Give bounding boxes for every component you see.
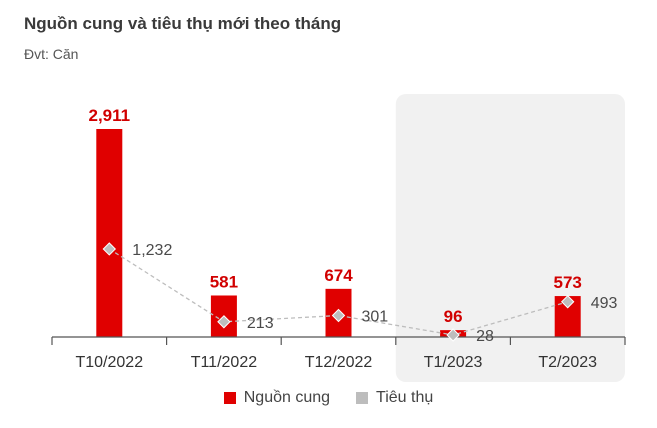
data-label-supply-2: 581 xyxy=(210,272,238,291)
legend: Nguồn cung Tiêu thụ xyxy=(0,389,657,407)
data-label-consumption-1: 1,232 xyxy=(132,242,172,259)
unit-label: Đvt: Căn xyxy=(24,46,79,62)
data-label-supply-4: 96 xyxy=(444,307,463,326)
x-tick-label-3: T12/2022 xyxy=(305,354,373,371)
x-tick-label-5: T2/2023 xyxy=(538,354,597,371)
data-label-supply-1: 2,911 xyxy=(88,106,130,125)
legend-item-supply: Nguồn cung xyxy=(223,389,331,407)
legend-label-consumption: Tiêu thụ xyxy=(376,389,434,406)
data-label-consumption-5: 493 xyxy=(591,295,618,312)
data-label-supply-5: 573 xyxy=(554,273,582,292)
bar-supply-1 xyxy=(96,129,123,337)
x-tick-label-4: T1/2023 xyxy=(424,354,483,371)
legend-swatch-supply xyxy=(223,392,236,404)
legend-item-consumption: Tiêu thụ xyxy=(356,389,433,407)
data-label-consumption-2: 213 xyxy=(247,315,274,332)
data-label-consumption-3: 301 xyxy=(362,308,389,325)
legend-label-supply: Nguồn cung xyxy=(243,389,331,406)
x-tick-label-2: T11/2022 xyxy=(191,354,258,371)
marker-consumption-5 xyxy=(560,295,575,309)
data-label-consumption-4: 28 xyxy=(476,328,494,345)
line-consumption xyxy=(108,248,568,336)
marker-consumption-2 xyxy=(217,315,231,329)
marker-consumption-4 xyxy=(446,328,460,342)
marker-consumption-3 xyxy=(331,308,346,323)
x-tick-label-1: T10/2022 xyxy=(75,354,143,371)
data-label-supply-3: 674 xyxy=(324,266,353,285)
legend-swatch-consumption xyxy=(356,392,369,404)
marker-consumption-1 xyxy=(102,242,117,256)
chart-title: Nguồn cung và tiêu thụ mới theo tháng xyxy=(24,14,342,33)
